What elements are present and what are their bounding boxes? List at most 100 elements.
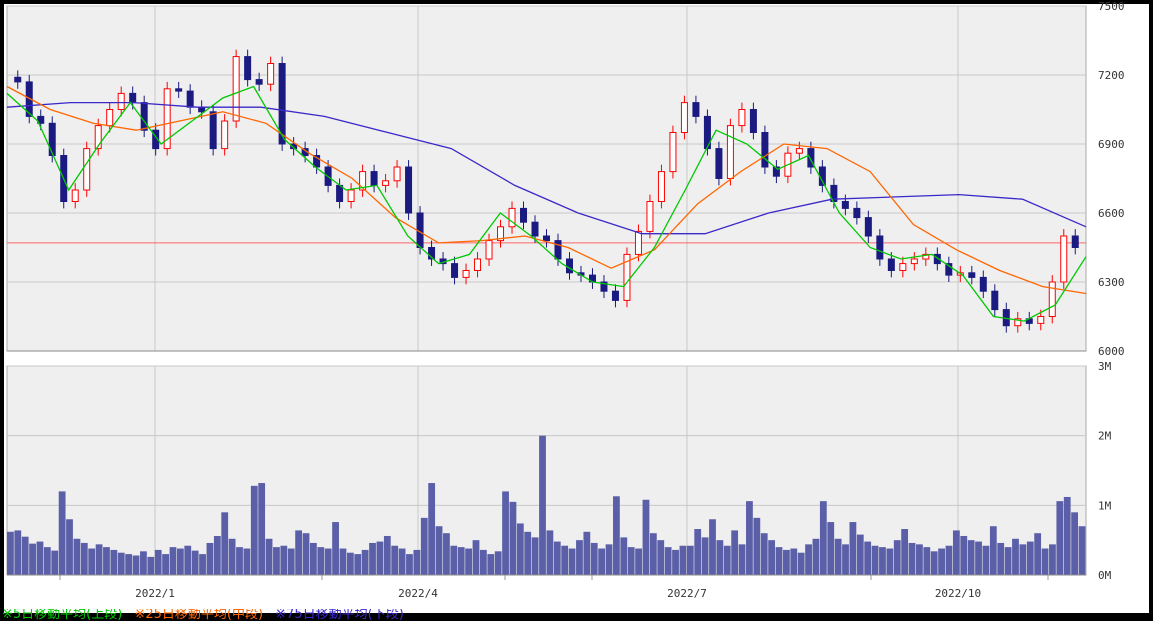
candle-body bbox=[336, 184, 344, 202]
volume-bar bbox=[856, 534, 864, 575]
price-panel bbox=[6, 5, 1087, 352]
candle-body bbox=[474, 258, 482, 271]
volume-bar bbox=[1034, 533, 1042, 575]
candle-body bbox=[290, 143, 298, 150]
volume-bar bbox=[516, 523, 524, 575]
legend-ma75: ※75日移動平均(下段) bbox=[275, 609, 404, 621]
volume-bar bbox=[420, 517, 428, 575]
candle-body bbox=[657, 171, 665, 203]
candle-body bbox=[209, 111, 217, 150]
candle-body bbox=[600, 281, 608, 292]
candle-body bbox=[117, 92, 125, 111]
candle-body bbox=[71, 189, 79, 202]
volume-bar bbox=[546, 530, 554, 575]
volume-bar bbox=[812, 538, 820, 575]
candle-body bbox=[922, 253, 930, 260]
price-plot-area bbox=[6, 5, 1087, 352]
volume-bar bbox=[657, 540, 665, 575]
candle-body bbox=[359, 171, 367, 191]
volume-bar bbox=[1071, 512, 1079, 575]
candle-body bbox=[520, 207, 528, 223]
volume-bar bbox=[524, 531, 532, 575]
volume-bar bbox=[176, 548, 184, 575]
volume-bar bbox=[369, 542, 376, 575]
candle-body bbox=[221, 120, 229, 150]
volume-bar bbox=[169, 547, 177, 575]
candle-body bbox=[37, 115, 45, 124]
volume-bar bbox=[568, 548, 576, 575]
candle-body bbox=[761, 132, 769, 168]
candle-body bbox=[531, 221, 539, 237]
volume-bar bbox=[760, 533, 768, 575]
volume-bar bbox=[627, 547, 635, 575]
candle-body bbox=[278, 63, 286, 145]
candle-body bbox=[968, 272, 976, 278]
volume-bar bbox=[967, 540, 975, 575]
volume-bar bbox=[191, 550, 199, 575]
volume-bar bbox=[73, 538, 81, 575]
volume-bar bbox=[43, 547, 51, 575]
candle-body bbox=[738, 109, 746, 127]
volume-bar bbox=[679, 545, 687, 575]
volume-bar bbox=[598, 548, 606, 575]
volume-tick-label: 0M bbox=[1098, 569, 1112, 582]
candle-body bbox=[508, 207, 516, 228]
volume-bar bbox=[901, 529, 909, 575]
candle-body bbox=[887, 258, 895, 271]
candle-body bbox=[554, 240, 562, 260]
volume-bar bbox=[184, 545, 192, 575]
volume-bar bbox=[989, 526, 997, 575]
volume-bar bbox=[1078, 526, 1086, 575]
volume-bar bbox=[1004, 547, 1012, 575]
candle-body bbox=[405, 166, 413, 214]
volume-bar bbox=[908, 542, 916, 575]
volume-bar bbox=[132, 555, 140, 575]
volume-bar bbox=[29, 543, 36, 575]
candle-body bbox=[485, 240, 493, 260]
price-tick-label: 7200 bbox=[1098, 69, 1125, 82]
volume-bar bbox=[140, 551, 147, 575]
volume-bar bbox=[479, 549, 487, 575]
candle-body bbox=[94, 125, 102, 150]
candle-body bbox=[313, 155, 321, 168]
volume-bar bbox=[930, 551, 938, 575]
candle-body bbox=[623, 253, 631, 301]
candle-body bbox=[129, 92, 137, 104]
volume-bar bbox=[383, 535, 391, 575]
volume-bar bbox=[310, 542, 317, 575]
volume-bar bbox=[346, 552, 354, 575]
candle-body bbox=[991, 290, 999, 311]
price-tick-label: 6000 bbox=[1098, 345, 1125, 358]
candle-body bbox=[749, 109, 757, 133]
volume-bar bbox=[295, 530, 303, 575]
volume-bar bbox=[125, 554, 133, 575]
volume-bar bbox=[790, 548, 798, 575]
candle-body bbox=[175, 88, 183, 92]
legend: ※5日移動平均(上段) ※25日移動平均(中段) ※75日移動平均(下段) bbox=[2, 609, 412, 621]
volume-bar bbox=[960, 535, 968, 575]
candle-body bbox=[933, 253, 941, 265]
volume-bar bbox=[864, 541, 872, 575]
volume-bar bbox=[7, 531, 14, 575]
volume-bar bbox=[805, 544, 812, 575]
candle-body bbox=[565, 258, 573, 274]
volume-bar bbox=[14, 530, 22, 575]
x-tick-label: 2022/4 bbox=[398, 587, 438, 600]
candle-body bbox=[543, 235, 550, 242]
volume-bar bbox=[472, 540, 480, 575]
candle-body bbox=[382, 180, 390, 186]
volume-bar bbox=[332, 522, 339, 575]
candle-body bbox=[853, 207, 861, 219]
volume-bar bbox=[221, 512, 229, 575]
volume-bar bbox=[1056, 501, 1064, 575]
x-tick-label: 2022/1 bbox=[135, 587, 175, 600]
candle-body bbox=[140, 102, 148, 131]
volume-bar bbox=[775, 547, 783, 575]
candle-body bbox=[1037, 316, 1045, 324]
price-tick-label: 6900 bbox=[1098, 138, 1125, 151]
volume-bar bbox=[879, 547, 886, 575]
candle-body bbox=[864, 217, 872, 237]
volume-panel bbox=[6, 365, 1087, 576]
x-tick-label: 2022/10 bbox=[935, 587, 981, 600]
volume-bar bbox=[635, 548, 642, 575]
